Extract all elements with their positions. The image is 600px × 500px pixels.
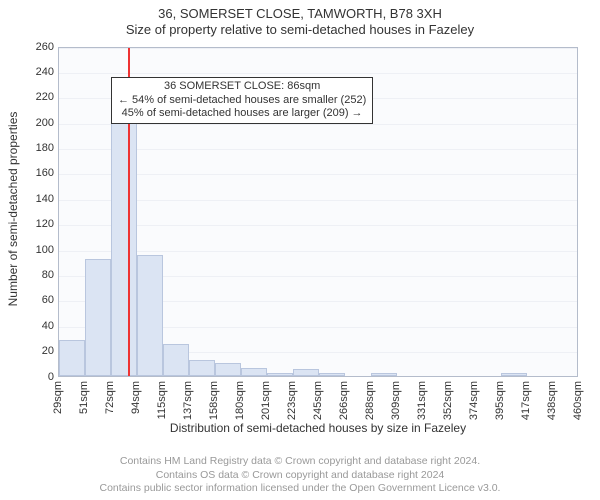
annotation-line: ← 54% of semi-detached houses are smalle… (118, 94, 366, 108)
x-tick-label: 72sqm (104, 381, 116, 414)
footer-line: Contains public sector information licen… (0, 482, 600, 496)
y-tick-label: 240 (4, 66, 54, 78)
histogram-bar (85, 259, 111, 376)
y-tick-label: 160 (4, 167, 54, 179)
y-tick-label: 140 (4, 193, 54, 205)
histogram-bar (111, 99, 137, 376)
footer-line: Contains HM Land Registry data © Crown c… (0, 455, 600, 469)
x-tick-label: 245sqm (312, 381, 324, 420)
histogram-bar (293, 369, 319, 375)
y-tick-label: 260 (4, 41, 54, 53)
plot-area: 36 SOMERSET CLOSE: 86sqm← 54% of semi-de… (58, 47, 578, 377)
annotation-line: 36 SOMERSET CLOSE: 86sqm (118, 80, 366, 94)
y-tick-label: 80 (4, 269, 54, 281)
x-tick-label: 201sqm (260, 381, 272, 420)
x-tick-label: 115sqm (156, 381, 168, 419)
x-tick-label: 288sqm (364, 381, 376, 420)
histogram-bar (137, 255, 163, 376)
x-tick-label: 51sqm (78, 381, 90, 414)
histogram-bar (267, 373, 293, 376)
page-title-address: 36, SOMERSET CLOSE, TAMWORTH, B78 3XH (0, 6, 600, 22)
x-tick-label: 331sqm (416, 381, 428, 420)
footer-line: Contains OS data © Crown copyright and d… (0, 469, 600, 483)
x-tick-label: 180sqm (234, 381, 246, 420)
x-tick-label: 460sqm (572, 381, 584, 420)
x-tick-label: 223sqm (286, 381, 298, 420)
x-axis-label: Distribution of semi-detached houses by … (58, 421, 578, 435)
y-tick-label: 40 (4, 320, 54, 332)
histogram-bar (215, 363, 241, 376)
y-tick-label: 100 (4, 244, 54, 256)
histogram-bar (189, 360, 215, 375)
x-tick-label: 266sqm (338, 381, 350, 420)
histogram-chart: 36 SOMERSET CLOSE: 86sqm← 54% of semi-de… (0, 39, 600, 439)
histogram-bar (371, 373, 397, 376)
x-tick-label: 94sqm (130, 381, 142, 414)
x-tick-label: 417sqm (520, 381, 532, 420)
x-tick-label: 137sqm (182, 381, 194, 420)
x-tick-label: 438sqm (546, 381, 558, 420)
y-tick-label: 120 (4, 218, 54, 230)
y-tick-label: 60 (4, 294, 54, 306)
x-tick-label: 395sqm (494, 381, 506, 420)
x-tick-label: 374sqm (468, 381, 480, 420)
x-tick-label: 352sqm (442, 381, 454, 420)
histogram-bar (241, 368, 267, 376)
y-tick-label: 20 (4, 345, 54, 357)
y-tick-label: 0 (4, 371, 54, 383)
annotation-box: 36 SOMERSET CLOSE: 86sqm← 54% of semi-de… (111, 77, 373, 124)
y-tick-label: 200 (4, 117, 54, 129)
y-tick-label: 180 (4, 142, 54, 154)
histogram-bar (319, 373, 345, 376)
y-tick-label: 220 (4, 91, 54, 103)
grid-line (59, 73, 577, 74)
grid-line (59, 48, 577, 49)
histogram-bar (163, 344, 189, 376)
page-title-sub: Size of property relative to semi-detach… (0, 22, 600, 38)
histogram-bar (59, 340, 85, 376)
attribution-footer: Contains HM Land Registry data © Crown c… (0, 455, 600, 496)
x-tick-label: 158sqm (208, 381, 220, 420)
annotation-line: 45% of semi-detached houses are larger (… (118, 107, 366, 121)
histogram-bar (501, 373, 527, 376)
x-tick-label: 29sqm (52, 381, 64, 414)
x-tick-label: 309sqm (390, 381, 402, 420)
